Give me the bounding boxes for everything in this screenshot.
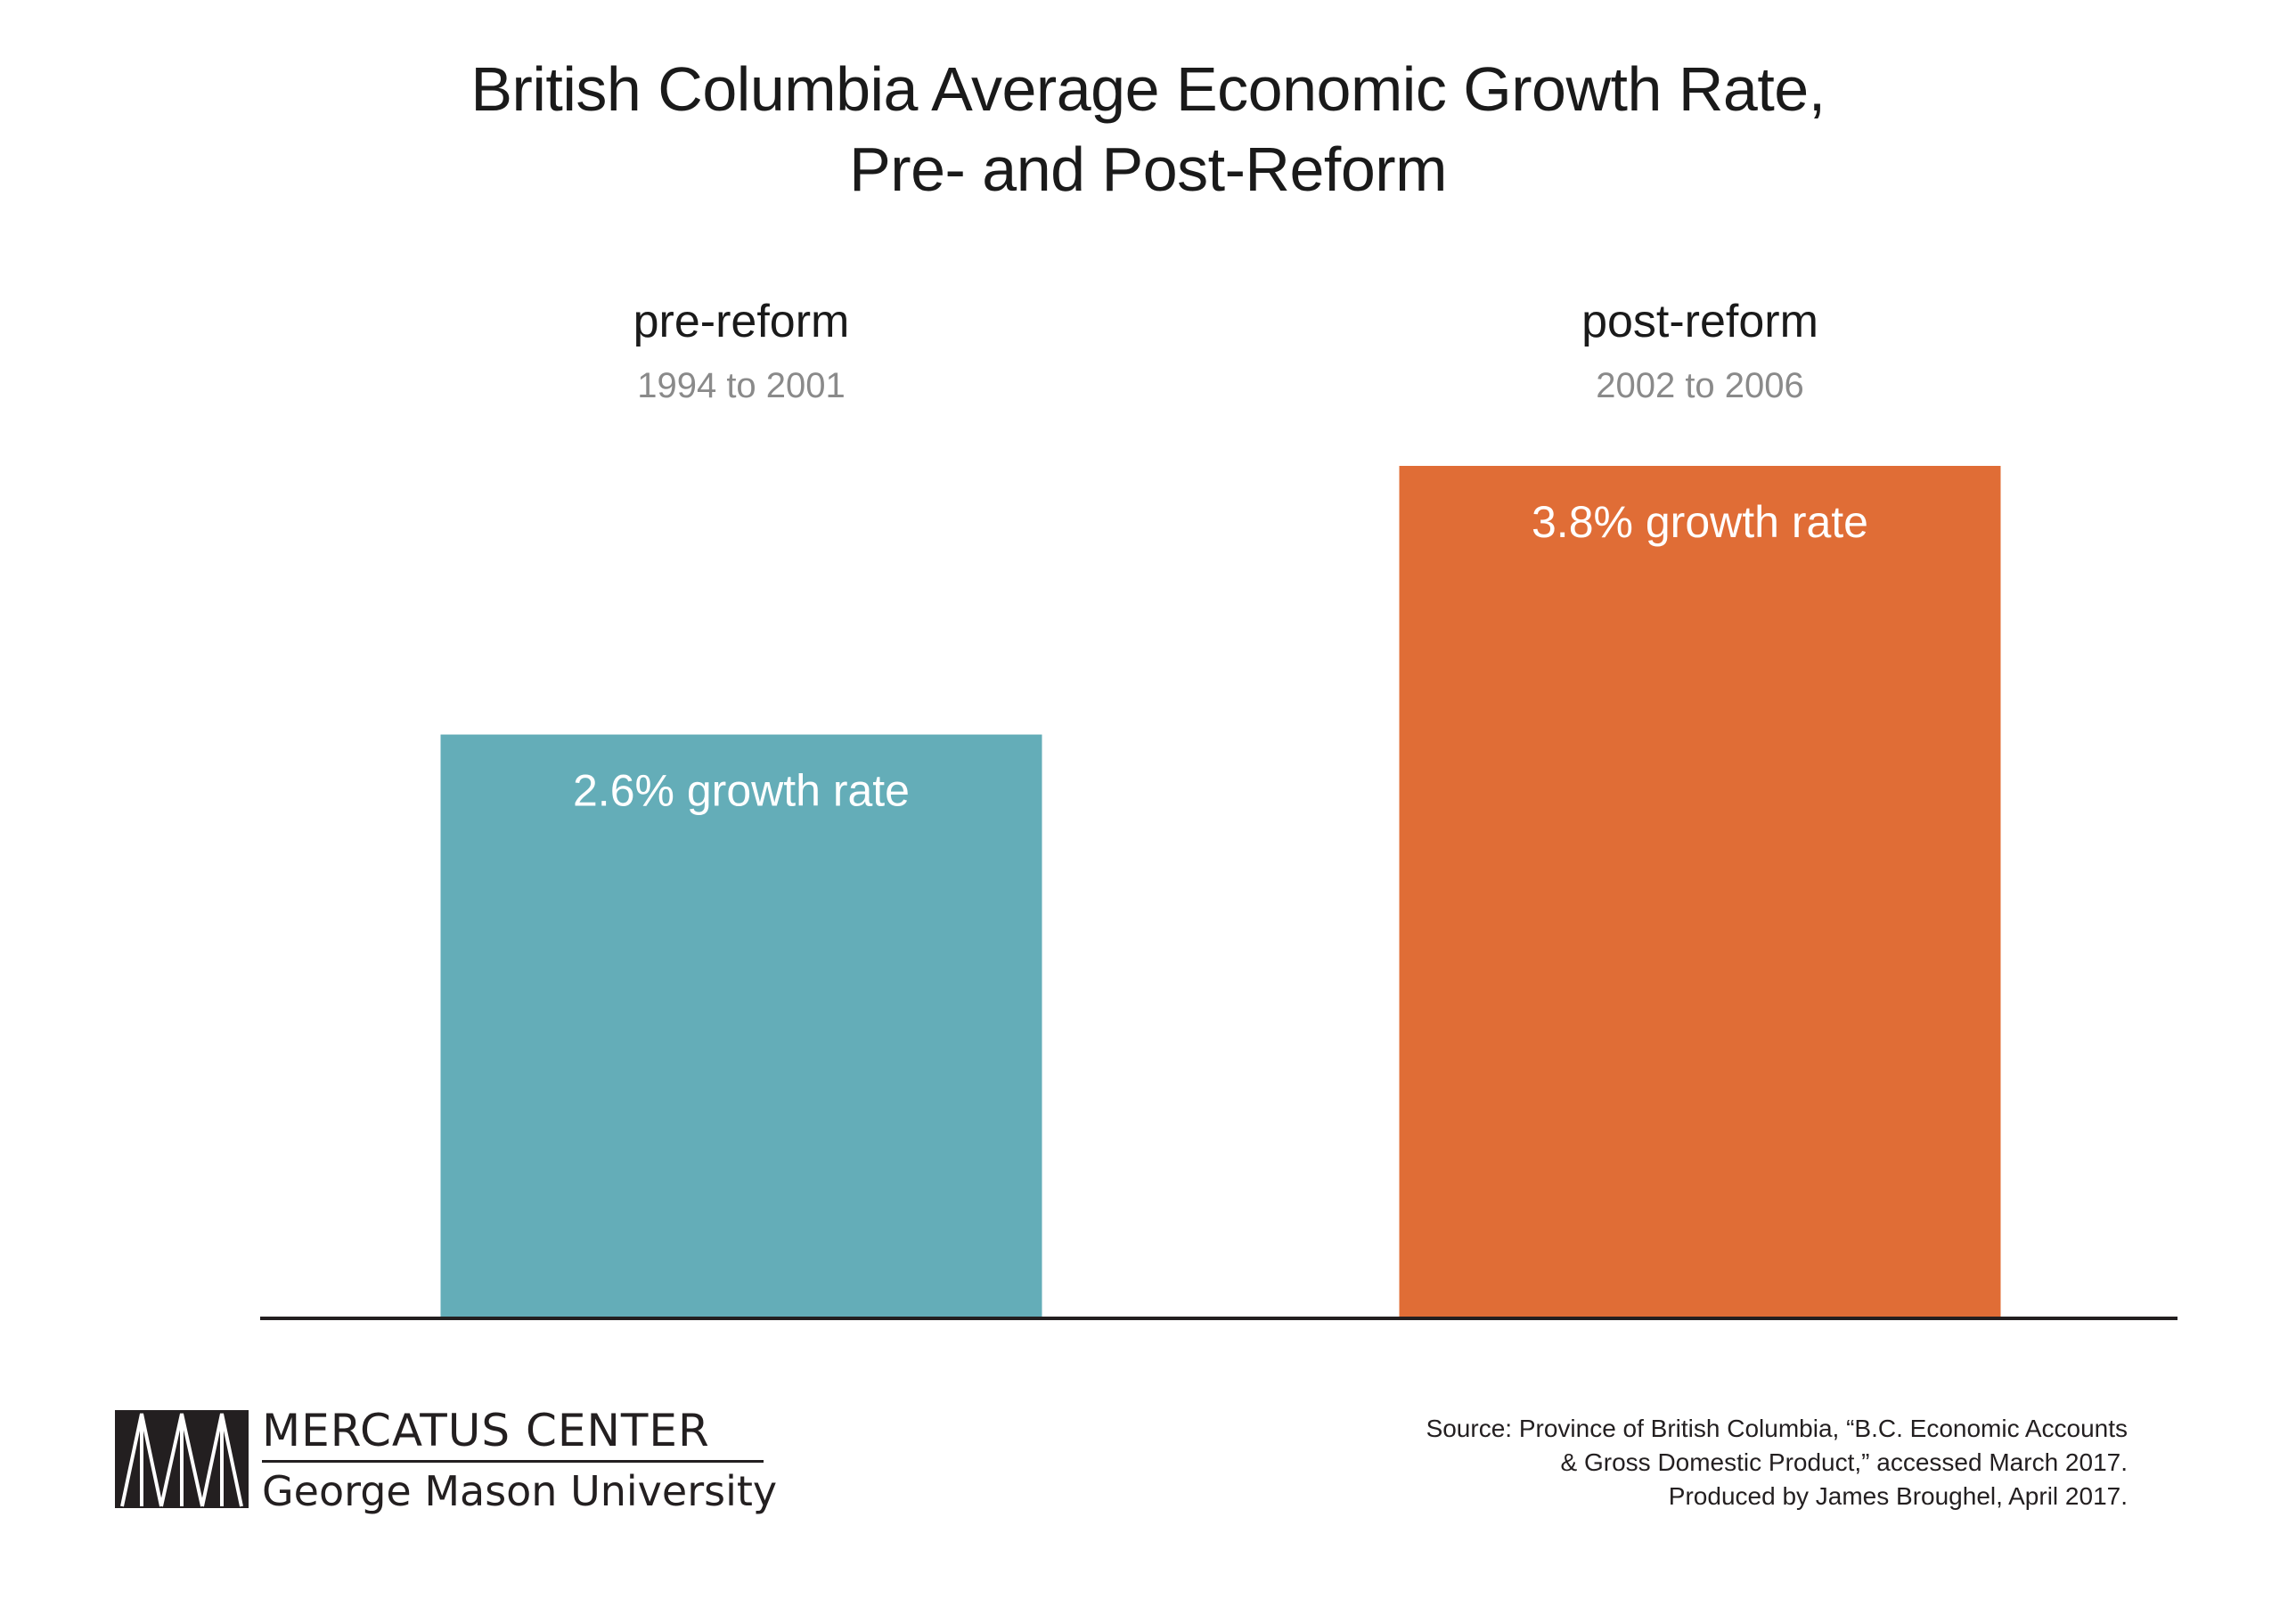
mercatus-logo-mark xyxy=(115,1410,249,1508)
category-label: post-reform xyxy=(1581,296,1818,347)
period-label: 2002 to 2006 xyxy=(1596,366,1804,405)
chart-title-line-1: British Columbia Average Economic Growth… xyxy=(470,54,1826,124)
source-line: Source: Province of British Columbia, “B… xyxy=(1426,1415,2128,1442)
period-label: 1994 to 2001 xyxy=(637,366,846,405)
source-note: Source: Province of British Columbia, “B… xyxy=(1426,1412,2128,1513)
logo-subtitle: George Mason University xyxy=(262,1467,778,1515)
bar-value-label: 3.8% growth rate xyxy=(1532,497,1868,547)
bar-post-reform xyxy=(1399,466,2001,1317)
logo-name: MERCATUS CENTER xyxy=(262,1405,710,1456)
bar-value-label: 2.6% growth rate xyxy=(573,766,910,816)
category-label: pre-reform xyxy=(633,296,850,347)
logo-divider xyxy=(262,1460,764,1463)
source-line: Produced by James Broughel, April 2017. xyxy=(1668,1482,2128,1510)
bar-pre-reform xyxy=(440,734,1042,1317)
chart-title-line-2: Pre- and Post-Reform xyxy=(849,135,1447,204)
source-line: & Gross Domestic Product,” accessed Marc… xyxy=(1560,1448,2128,1476)
mercatus-logo: MERCATUS CENTER George Mason University xyxy=(115,1403,778,1519)
